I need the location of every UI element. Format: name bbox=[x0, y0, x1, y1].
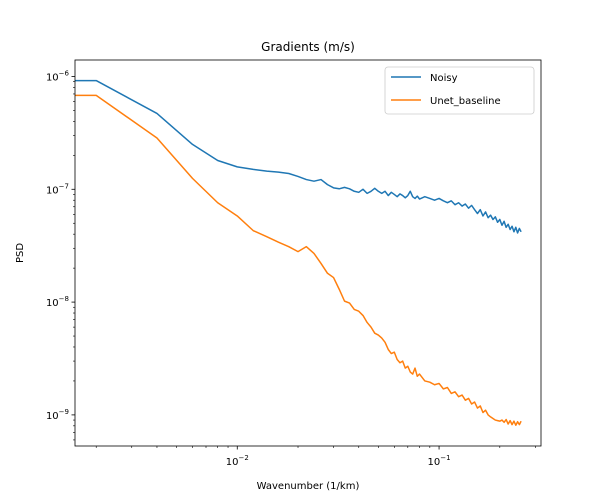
y-tick-label: 10−7 bbox=[46, 182, 69, 196]
y-tick-label: 10−9 bbox=[46, 408, 69, 422]
series-layer bbox=[75, 79, 522, 426]
y-axis-label: PSD bbox=[15, 243, 26, 263]
series-line-unet-baseline bbox=[75, 94, 522, 426]
plot-frame bbox=[74, 59, 542, 447]
legend-frame bbox=[384, 66, 535, 115]
legend-label-unet-baseline: Unet_baseline bbox=[430, 96, 501, 107]
legend: Noisy Unet_baseline bbox=[384, 66, 535, 115]
series-line-noisy bbox=[75, 79, 522, 234]
y-tick-label: 10−8 bbox=[46, 295, 69, 309]
chart-title: Gradients (m/s) bbox=[261, 40, 355, 54]
x-axis-label: Wavenumber (1/km) bbox=[257, 481, 360, 492]
x-tick-label: 10−2 bbox=[226, 454, 249, 468]
x-tick-label: 10−1 bbox=[428, 454, 451, 468]
legend-label-noisy: Noisy bbox=[430, 73, 458, 84]
x-axis-ticks: 10−2 10−1 bbox=[95, 446, 536, 468]
y-tick-label: 10−6 bbox=[46, 69, 70, 83]
y-axis-ticks: 10−9 10−8 10−7 10−6 bbox=[46, 69, 75, 441]
